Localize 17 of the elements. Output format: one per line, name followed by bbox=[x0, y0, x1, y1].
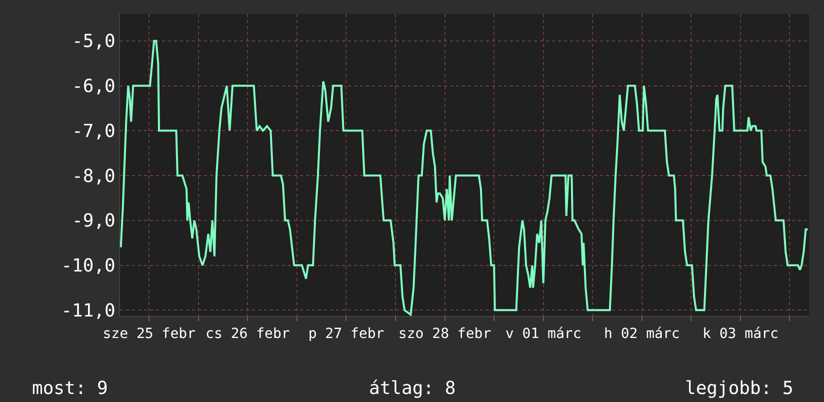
y-tick-label: -5,0 bbox=[72, 31, 116, 52]
y-tick-label: -8,0 bbox=[72, 166, 116, 187]
text: átlag: 8 bbox=[369, 378, 456, 399]
x-tick-label: h 02 márc bbox=[604, 326, 680, 342]
x-tick-label: k 03 márc bbox=[702, 326, 778, 342]
y-tick-label: -6,0 bbox=[72, 76, 116, 98]
y-tick-label: -11,0 bbox=[61, 300, 116, 322]
x-tick-label: cs 26 febr bbox=[206, 326, 290, 342]
x-tick-label: v 01 márc bbox=[505, 326, 582, 342]
x-tick-label: p 27 febr bbox=[308, 326, 384, 342]
text: legjobb: 5 bbox=[685, 378, 794, 399]
y-tick-label: -7,0 bbox=[72, 120, 116, 142]
y-tick-label: -10,0 bbox=[61, 256, 116, 277]
x-tick-label: sze 25 febr bbox=[102, 326, 196, 342]
y-tick-label: -9,0 bbox=[72, 210, 116, 232]
text: most: 9 bbox=[32, 378, 108, 399]
x-tick-label: szo 28 febr bbox=[398, 326, 492, 342]
